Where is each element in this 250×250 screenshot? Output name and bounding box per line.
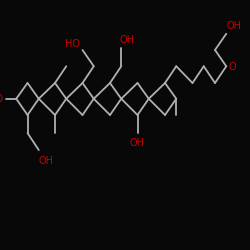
Text: OH: OH	[120, 35, 134, 45]
Text: HO: HO	[0, 94, 3, 104]
Text: OH: OH	[39, 156, 54, 166]
Text: OH: OH	[130, 138, 145, 148]
Text: O: O	[229, 62, 236, 72]
Text: HO: HO	[64, 39, 80, 49]
Text: OH: OH	[226, 21, 241, 31]
